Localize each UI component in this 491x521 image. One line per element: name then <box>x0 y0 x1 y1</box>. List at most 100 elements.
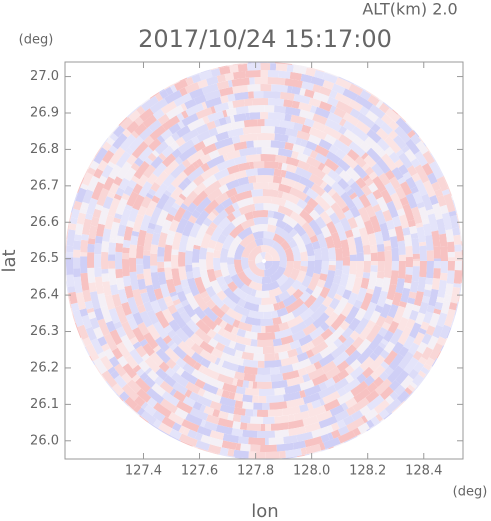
scan-cell <box>189 222 202 238</box>
scan-cell <box>256 381 272 389</box>
scan-cell <box>384 182 397 196</box>
scan-cell <box>298 176 315 189</box>
scan-cell <box>195 123 209 135</box>
scan-cell <box>300 447 307 456</box>
scan-cell <box>234 190 253 202</box>
scan-cell <box>285 156 300 167</box>
scan-cell <box>201 143 218 156</box>
scan-cell <box>195 319 211 335</box>
scan-cell <box>171 231 183 250</box>
scan-cell <box>122 363 137 379</box>
scan-cell <box>363 261 371 273</box>
scan-cell <box>268 182 280 191</box>
scan-cell <box>344 365 355 375</box>
scan-cell <box>164 89 183 105</box>
scan-cell <box>254 290 270 299</box>
scan-cell <box>218 320 228 330</box>
scan-cell <box>278 276 296 294</box>
scan-cell <box>346 417 365 432</box>
scan-cell <box>308 173 324 187</box>
scan-cell <box>217 216 231 230</box>
scan-cell <box>221 296 237 311</box>
scan-cell <box>325 366 341 380</box>
scan-cell <box>102 141 112 152</box>
scan-cell <box>421 162 434 176</box>
scan-cell <box>426 304 435 314</box>
scan-cell <box>299 209 314 224</box>
scan-cell <box>267 217 278 226</box>
scan-cell <box>332 274 342 285</box>
scan-cell <box>412 304 421 313</box>
scan-cell <box>134 157 144 167</box>
scan-cell <box>251 324 262 333</box>
scan-cell <box>325 207 335 217</box>
scan-cell <box>341 402 349 411</box>
scan-cell <box>298 284 308 294</box>
scan-cell <box>154 336 170 353</box>
scan-cell <box>144 157 153 166</box>
scan-cell <box>68 223 77 231</box>
scan-cell <box>280 177 296 188</box>
scan-cell <box>254 76 268 85</box>
scan-cell <box>193 182 207 196</box>
scan-cell <box>291 303 309 319</box>
scan-cell <box>409 280 419 293</box>
scan-cell <box>280 355 299 367</box>
scan-cell <box>324 133 332 143</box>
scan-cell <box>222 345 237 357</box>
scan-cell <box>342 289 352 300</box>
scan-cell <box>297 367 308 377</box>
scan-cell <box>397 326 412 346</box>
scan-cell <box>311 340 329 356</box>
scan-cell <box>299 109 315 120</box>
scan-cell <box>388 120 400 131</box>
scan-cell <box>73 240 82 250</box>
scan-cell <box>213 324 222 334</box>
scan-cell <box>384 366 394 376</box>
scan-cell <box>232 99 245 108</box>
scan-cell <box>242 429 258 438</box>
scan-cell <box>274 352 280 361</box>
scan-cell <box>304 363 317 374</box>
scan-cell <box>362 174 371 182</box>
scan-cell <box>257 339 274 348</box>
scan-cell <box>241 351 254 361</box>
scan-cell <box>274 295 281 303</box>
scan-cell <box>161 391 180 407</box>
scan-cell <box>393 135 407 150</box>
scan-cell <box>282 294 297 308</box>
scan-cell <box>200 233 212 249</box>
scan-cell <box>85 343 100 362</box>
scan-cell <box>102 149 115 164</box>
scan-cell <box>115 268 123 279</box>
scan-cell <box>272 211 286 221</box>
scan-cell <box>336 158 351 172</box>
scan-cell <box>372 345 385 357</box>
scan-cell <box>209 221 218 230</box>
scan-cell <box>398 254 407 261</box>
scan-cell <box>173 390 187 403</box>
scan-cell <box>109 284 119 296</box>
scan-cell <box>217 358 225 367</box>
scan-cell <box>354 236 364 254</box>
scan-cell <box>143 232 154 251</box>
scan-cell <box>208 444 222 454</box>
scan-cell <box>169 388 177 397</box>
scan-cell <box>176 112 185 122</box>
scan-cell <box>256 133 275 141</box>
scan-cell <box>375 315 387 328</box>
scan-cell <box>334 409 350 422</box>
scan-cell <box>98 207 110 225</box>
scan-cell <box>394 186 407 200</box>
scan-cell <box>412 253 420 259</box>
scan-cell <box>405 261 414 268</box>
scan-cell <box>177 120 185 129</box>
scan-cell <box>128 109 141 122</box>
scan-cell <box>181 181 198 198</box>
scan-cell <box>131 130 139 139</box>
scan-cell <box>247 175 257 184</box>
scan-cell <box>80 201 90 210</box>
scan-cell <box>225 307 243 322</box>
scan-cell <box>132 194 145 211</box>
scan-cell <box>134 122 147 136</box>
